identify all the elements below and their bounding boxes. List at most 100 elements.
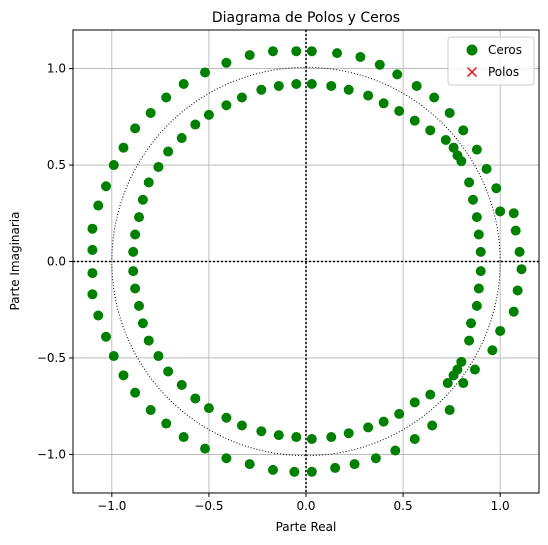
- zero-point: [466, 318, 477, 329]
- zero-point: [145, 405, 156, 416]
- y-axis-ticks: −1.0 −0.5 0.0 0.5 1.0: [37, 62, 73, 461]
- zero-point: [514, 246, 525, 257]
- zero-point: [475, 266, 486, 277]
- zero-point: [306, 79, 317, 90]
- x-axis-label: Parte Real: [276, 520, 337, 534]
- zero-point: [291, 46, 302, 57]
- chart-title: Diagrama de Polos y Ceros: [212, 10, 400, 26]
- zero-point: [134, 212, 145, 223]
- guide-lines: [73, 30, 539, 493]
- zero-point: [467, 194, 478, 205]
- zero-point: [473, 283, 484, 294]
- zero-point: [475, 246, 486, 257]
- zero-point: [326, 432, 337, 443]
- zero-point: [101, 331, 112, 342]
- legend-marker-ceros: [466, 44, 478, 56]
- y-tick-label: −1.0: [37, 447, 66, 461]
- zero-point: [495, 325, 506, 336]
- zero-point: [200, 443, 211, 454]
- zero-point: [236, 420, 247, 431]
- zero-point: [306, 46, 317, 57]
- data-points: [87, 46, 527, 477]
- zero-point: [456, 156, 467, 167]
- zero-point: [330, 462, 341, 473]
- zero-point: [176, 133, 187, 144]
- zero-point: [203, 403, 214, 414]
- zero-point: [163, 366, 174, 377]
- zero-point: [495, 206, 506, 217]
- zero-point: [370, 453, 381, 464]
- zero-point: [176, 379, 187, 390]
- zero-point: [378, 98, 389, 109]
- zero-point: [291, 79, 302, 90]
- zero-point: [108, 160, 119, 171]
- zero-point: [221, 57, 232, 68]
- zero-point: [458, 378, 469, 389]
- zero-point: [429, 92, 440, 103]
- y-axis-label: Parte Imaginaria: [8, 212, 22, 311]
- zero-point: [130, 229, 141, 240]
- zero-point: [130, 387, 141, 398]
- y-tick-label: 1.0: [47, 62, 66, 76]
- zero-point: [508, 208, 519, 219]
- zero-point: [448, 370, 459, 381]
- zero-point: [473, 229, 484, 240]
- zero-point: [332, 48, 343, 59]
- zero-point: [163, 146, 174, 157]
- zero-point: [108, 351, 119, 362]
- zero-point: [161, 92, 172, 103]
- zero-point: [118, 370, 129, 381]
- x-tick-label: 0.0: [296, 499, 315, 513]
- zero-point: [137, 194, 148, 205]
- y-tick-label: −0.5: [37, 351, 66, 365]
- zero-point: [130, 123, 141, 134]
- x-axis-ticks: −1.0 −0.5 0.0 0.5 1.0: [97, 493, 510, 513]
- zero-point: [481, 163, 492, 174]
- zero-point: [87, 223, 98, 234]
- zero-point: [244, 50, 255, 61]
- zero-point: [512, 285, 523, 296]
- zero-point: [161, 418, 172, 429]
- zero-point: [190, 393, 201, 404]
- zero-point: [87, 289, 98, 300]
- zero-point: [487, 345, 498, 356]
- zero-point: [291, 432, 302, 443]
- zero-point: [363, 422, 374, 433]
- zero-point: [273, 430, 284, 441]
- zero-point: [153, 351, 164, 362]
- y-tick-label: 0.5: [47, 158, 66, 172]
- zero-point: [87, 268, 98, 279]
- zero-point: [390, 445, 401, 456]
- zero-point: [394, 408, 405, 419]
- zero-point: [221, 453, 232, 464]
- legend-label-ceros: Ceros: [488, 43, 522, 57]
- y-tick-label: 0.0: [47, 255, 66, 269]
- zero-point: [442, 378, 453, 389]
- zero-point: [409, 115, 420, 126]
- x-tick-label: 0.5: [394, 499, 413, 513]
- zero-point: [510, 225, 521, 236]
- zero-point: [411, 80, 422, 91]
- zero-point: [236, 92, 247, 103]
- zero-point: [440, 134, 451, 145]
- zero-point: [153, 161, 164, 172]
- zero-point: [343, 428, 354, 439]
- zero-point: [221, 100, 232, 111]
- zero-point: [471, 144, 482, 155]
- zero-point: [256, 84, 267, 95]
- x-tick-label: 1.0: [491, 499, 510, 513]
- zero-point: [471, 300, 482, 311]
- zero-point: [425, 389, 436, 400]
- zero-point: [409, 433, 420, 444]
- legend: Ceros Polos: [447, 36, 535, 86]
- zero-point: [516, 264, 527, 275]
- zero-point: [456, 356, 467, 367]
- zero-point: [200, 67, 211, 78]
- zero-point: [306, 466, 317, 477]
- zero-point: [444, 405, 455, 416]
- zero-point: [101, 181, 112, 192]
- zero-point: [409, 397, 420, 408]
- zero-point: [392, 69, 403, 80]
- zero-point: [145, 107, 156, 118]
